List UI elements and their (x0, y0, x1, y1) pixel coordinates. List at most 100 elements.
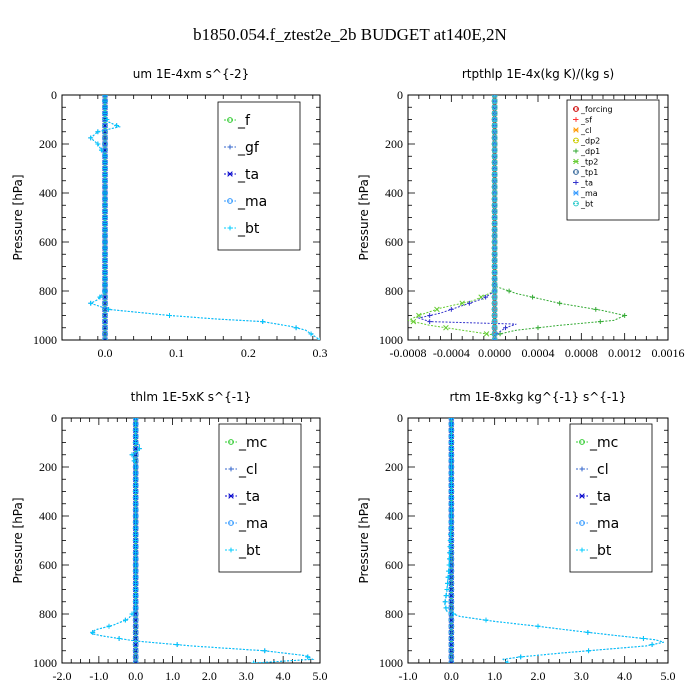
series-point (102, 270, 108, 276)
series-point (448, 464, 454, 470)
series-point (448, 433, 454, 439)
series-point (448, 470, 454, 476)
series-point (133, 568, 139, 574)
legend-label: _ma (580, 189, 598, 198)
series-point (88, 300, 94, 306)
x-tick-label: -0.0004 (433, 346, 470, 360)
series-point (445, 574, 451, 580)
series-point (443, 593, 449, 599)
series-point (116, 636, 122, 641)
series-point (586, 648, 591, 654)
series-point (133, 587, 139, 592)
series-point (102, 202, 108, 208)
legend-label: _ma (238, 516, 268, 532)
y-tick-label: 200 (385, 460, 403, 474)
series-point (133, 544, 139, 550)
series-point (491, 165, 498, 172)
series-point (133, 513, 139, 519)
legend-marker (228, 493, 234, 499)
x-tick-label: 5.0 (313, 669, 328, 683)
series-point (483, 294, 489, 300)
series-point (97, 294, 103, 300)
series-point (448, 617, 455, 624)
series-point (491, 337, 498, 340)
series-point (102, 264, 108, 269)
series-point (448, 647, 455, 654)
series-point (491, 183, 498, 190)
y-tick-label: 800 (39, 607, 57, 621)
series-point (443, 324, 449, 331)
series-point (448, 641, 455, 648)
y-tick-label: 1000 (379, 333, 403, 347)
series-point (102, 178, 108, 184)
series-point (466, 300, 472, 306)
series-point (427, 319, 433, 325)
y-tick-label: 400 (39, 509, 57, 523)
series-point (491, 104, 498, 111)
series-point (649, 642, 655, 648)
y-tick-label: 1000 (33, 656, 57, 670)
series-point (102, 257, 108, 263)
series-point (448, 653, 455, 660)
series-point (133, 562, 139, 568)
series-point (491, 245, 498, 252)
x-tick-label: 3.0 (239, 669, 254, 683)
series-point (174, 642, 180, 648)
y-tick-label: 0 (51, 411, 57, 425)
series-point (133, 519, 139, 525)
series-group (408, 95, 628, 340)
legend-label: _ta (580, 179, 593, 188)
series-point (448, 306, 454, 312)
legend-marker (573, 106, 579, 112)
series-point (434, 306, 440, 313)
y-axis-label: Pressure [hPa] (11, 497, 25, 583)
series-point (448, 598, 455, 605)
series-point (132, 623, 139, 630)
x-tick-label: 0.0012 (608, 346, 641, 360)
series-point (133, 433, 139, 439)
series-point (491, 159, 498, 166)
series-point (444, 587, 450, 592)
y-tick-label: 800 (385, 607, 403, 621)
legend-box (566, 99, 660, 221)
legend-marker (573, 127, 579, 133)
series-point (447, 538, 453, 543)
series-point (503, 325, 508, 331)
series-point (448, 446, 454, 452)
series-point (129, 452, 135, 458)
legend-label: _ta (238, 489, 260, 505)
y-tick-label: 600 (385, 235, 403, 249)
series-point (102, 172, 108, 178)
chart-panel-4: rtm 1E-8xkg kg^{-1} s^{-1} Pressure [hPa]… (357, 390, 676, 683)
legend-marker (579, 466, 585, 472)
y-tick-label: 200 (39, 460, 57, 474)
series-point (132, 629, 139, 636)
legend-label: _mc (238, 435, 267, 451)
series-point (293, 325, 299, 331)
series-point (491, 98, 498, 105)
x-tick-label: 3.0 (574, 669, 589, 683)
x-tick-label: 1.0 (165, 669, 180, 683)
legend-label: _forcing (580, 105, 613, 114)
legend-label: _f (237, 113, 251, 129)
chart-panel-1: um 1E-4xm s^{-2} Pressure [hPa] 0 200 400 600… (11, 67, 328, 360)
legend-marker (227, 144, 233, 150)
legend-marker (579, 520, 585, 526)
series-point (305, 654, 311, 660)
legend-marker (573, 158, 579, 165)
legend-label: _ma (589, 516, 619, 532)
series-point (448, 489, 454, 494)
x-tick-label: 4.0 (276, 669, 291, 683)
x-tick-label: 0.0 (98, 346, 113, 360)
series-point (448, 482, 454, 488)
y-tick-label: 1000 (33, 333, 57, 347)
series-point (447, 544, 453, 550)
series-point (102, 294, 108, 301)
y-tick-label: 600 (385, 558, 403, 572)
legend-box (217, 101, 301, 251)
series-point (448, 513, 454, 519)
legend-label: _tp1 (580, 168, 598, 177)
series-point (518, 654, 524, 660)
series-group (90, 418, 315, 663)
series-point (557, 300, 563, 306)
